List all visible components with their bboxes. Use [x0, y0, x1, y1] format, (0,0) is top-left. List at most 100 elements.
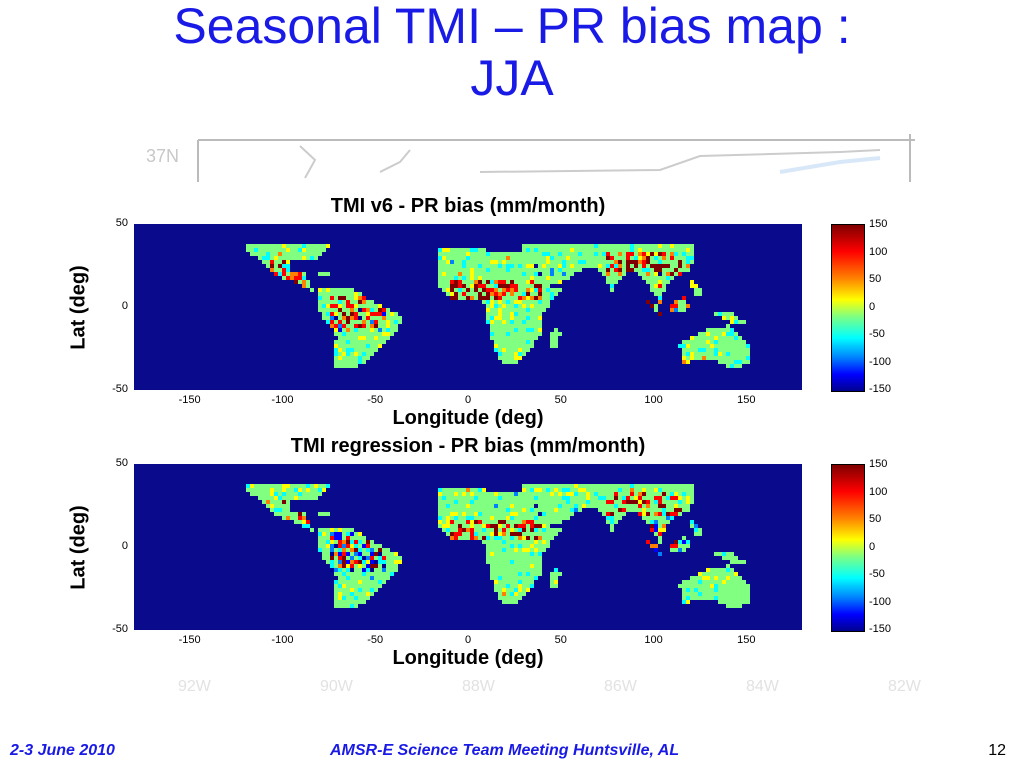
heatmap-cell: [730, 364, 734, 368]
heatmap-cell: [726, 580, 730, 584]
heatmap-cell: [362, 536, 366, 540]
heatmap-cell: [514, 524, 518, 528]
heatmap-cell: [494, 292, 498, 296]
heatmap-cell: [722, 316, 726, 320]
heatmap-cell: [510, 264, 514, 268]
heatmap-cell: [278, 508, 282, 512]
heatmap-cell: [278, 244, 282, 248]
heatmap-cell: [342, 348, 346, 352]
heatmap-cell: [462, 504, 466, 508]
heatmap-cell: [554, 340, 558, 344]
heatmap-cell: [478, 516, 482, 520]
heatmap-cell: [362, 328, 366, 332]
heatmap-cell: [522, 280, 526, 284]
heatmap-cell: [702, 592, 706, 596]
heatmap-cell: [266, 244, 270, 248]
heatmap-cell: [706, 588, 710, 592]
heatmap-cell: [438, 260, 442, 264]
heatmap-cell: [670, 304, 674, 308]
heatmap-cell: [662, 504, 666, 508]
heatmap-cell: [726, 348, 730, 352]
heatmap-cell: [526, 248, 530, 252]
heatmap-cell: [710, 584, 714, 588]
heatmap-cell: [330, 536, 334, 540]
heatmap-cell: [506, 348, 510, 352]
heatmap-cell: [530, 256, 534, 260]
heatmap-cell: [350, 292, 354, 296]
heatmap-cell: [454, 512, 458, 516]
heatmap-cell: [374, 584, 378, 588]
heatmap-cell: [478, 528, 482, 532]
heatmap-cell: [370, 352, 374, 356]
heatmap-cell: [566, 268, 570, 272]
heatmap-cell: [534, 320, 538, 324]
heatmap-cell: [542, 536, 546, 540]
heatmap-cell: [458, 500, 462, 504]
heatmap-cell: [346, 564, 350, 568]
heatmap-cell: [482, 532, 486, 536]
heatmap-cell: [686, 244, 690, 248]
heatmap-cell: [554, 512, 558, 516]
heatmap-cell: [282, 500, 286, 504]
heatmap-cell: [654, 288, 658, 292]
heatmap-cell: [522, 484, 526, 488]
heatmap-cell: [498, 560, 502, 564]
heatmap-cell: [722, 596, 726, 600]
heatmap-cell: [490, 568, 494, 572]
heatmap-cell: [718, 360, 722, 364]
heatmap-cell: [438, 276, 442, 280]
heatmap-cell: [394, 312, 398, 316]
heatmap-cell: [646, 492, 650, 496]
heatmap-cell: [346, 600, 350, 604]
heatmap-cell: [654, 504, 658, 508]
heatmap-cell: [510, 600, 514, 604]
heatmap-cell: [462, 536, 466, 540]
heatmap-cell: [670, 504, 674, 508]
heatmap-cell: [650, 252, 654, 256]
heatmap-cell: [546, 280, 550, 284]
heatmap-cell: [506, 292, 510, 296]
heatmap-cell: [302, 276, 306, 280]
heatmap-cell: [686, 352, 690, 356]
heatmap-cell: [726, 588, 730, 592]
heatmap-cell: [494, 276, 498, 280]
heatmap-cell: [298, 496, 302, 500]
heatmap-cell: [698, 596, 702, 600]
heatmap-cell: [674, 540, 678, 544]
heatmap-cell: [642, 276, 646, 280]
heatmap-cell: [538, 320, 542, 324]
heatmap-cell: [362, 584, 366, 588]
heatmap-cell: [682, 596, 686, 600]
heatmap-cell: [518, 292, 522, 296]
heatmap-cell: [290, 252, 294, 256]
heatmap-cell: [706, 352, 710, 356]
heatmap-cell: [450, 504, 454, 508]
colorbar-tick-label: 0: [869, 540, 876, 553]
heatmap-cell: [346, 532, 350, 536]
heatmap-cell: [294, 256, 298, 260]
heatmap-cell: [654, 492, 658, 496]
heatmap-cell: [334, 316, 338, 320]
heatmap-cell: [578, 508, 582, 512]
heatmap-cell: [610, 484, 614, 488]
heatmap-cell: [458, 248, 462, 252]
heatmap-cell: [570, 492, 574, 496]
heatmap-cell: [458, 256, 462, 260]
heatmap-cell: [310, 256, 314, 260]
heatmap-cell: [658, 484, 662, 488]
heatmap-cell: [686, 348, 690, 352]
heatmap-cell: [474, 288, 478, 292]
heatmap-cell: [530, 492, 534, 496]
heatmap-cell: [586, 256, 590, 260]
heatmap-cell: [710, 580, 714, 584]
heatmap-cell: [454, 268, 458, 272]
heatmap-cell: [610, 244, 614, 248]
heatmap-cell: [454, 296, 458, 300]
heatmap-cell: [722, 580, 726, 584]
heatmap-cell: [550, 500, 554, 504]
heatmap-cell: [602, 488, 606, 492]
heatmap-cell: [730, 336, 734, 340]
heatmap-cell: [506, 508, 510, 512]
heatmap-cell: [534, 300, 538, 304]
heatmap-cell: [678, 248, 682, 252]
